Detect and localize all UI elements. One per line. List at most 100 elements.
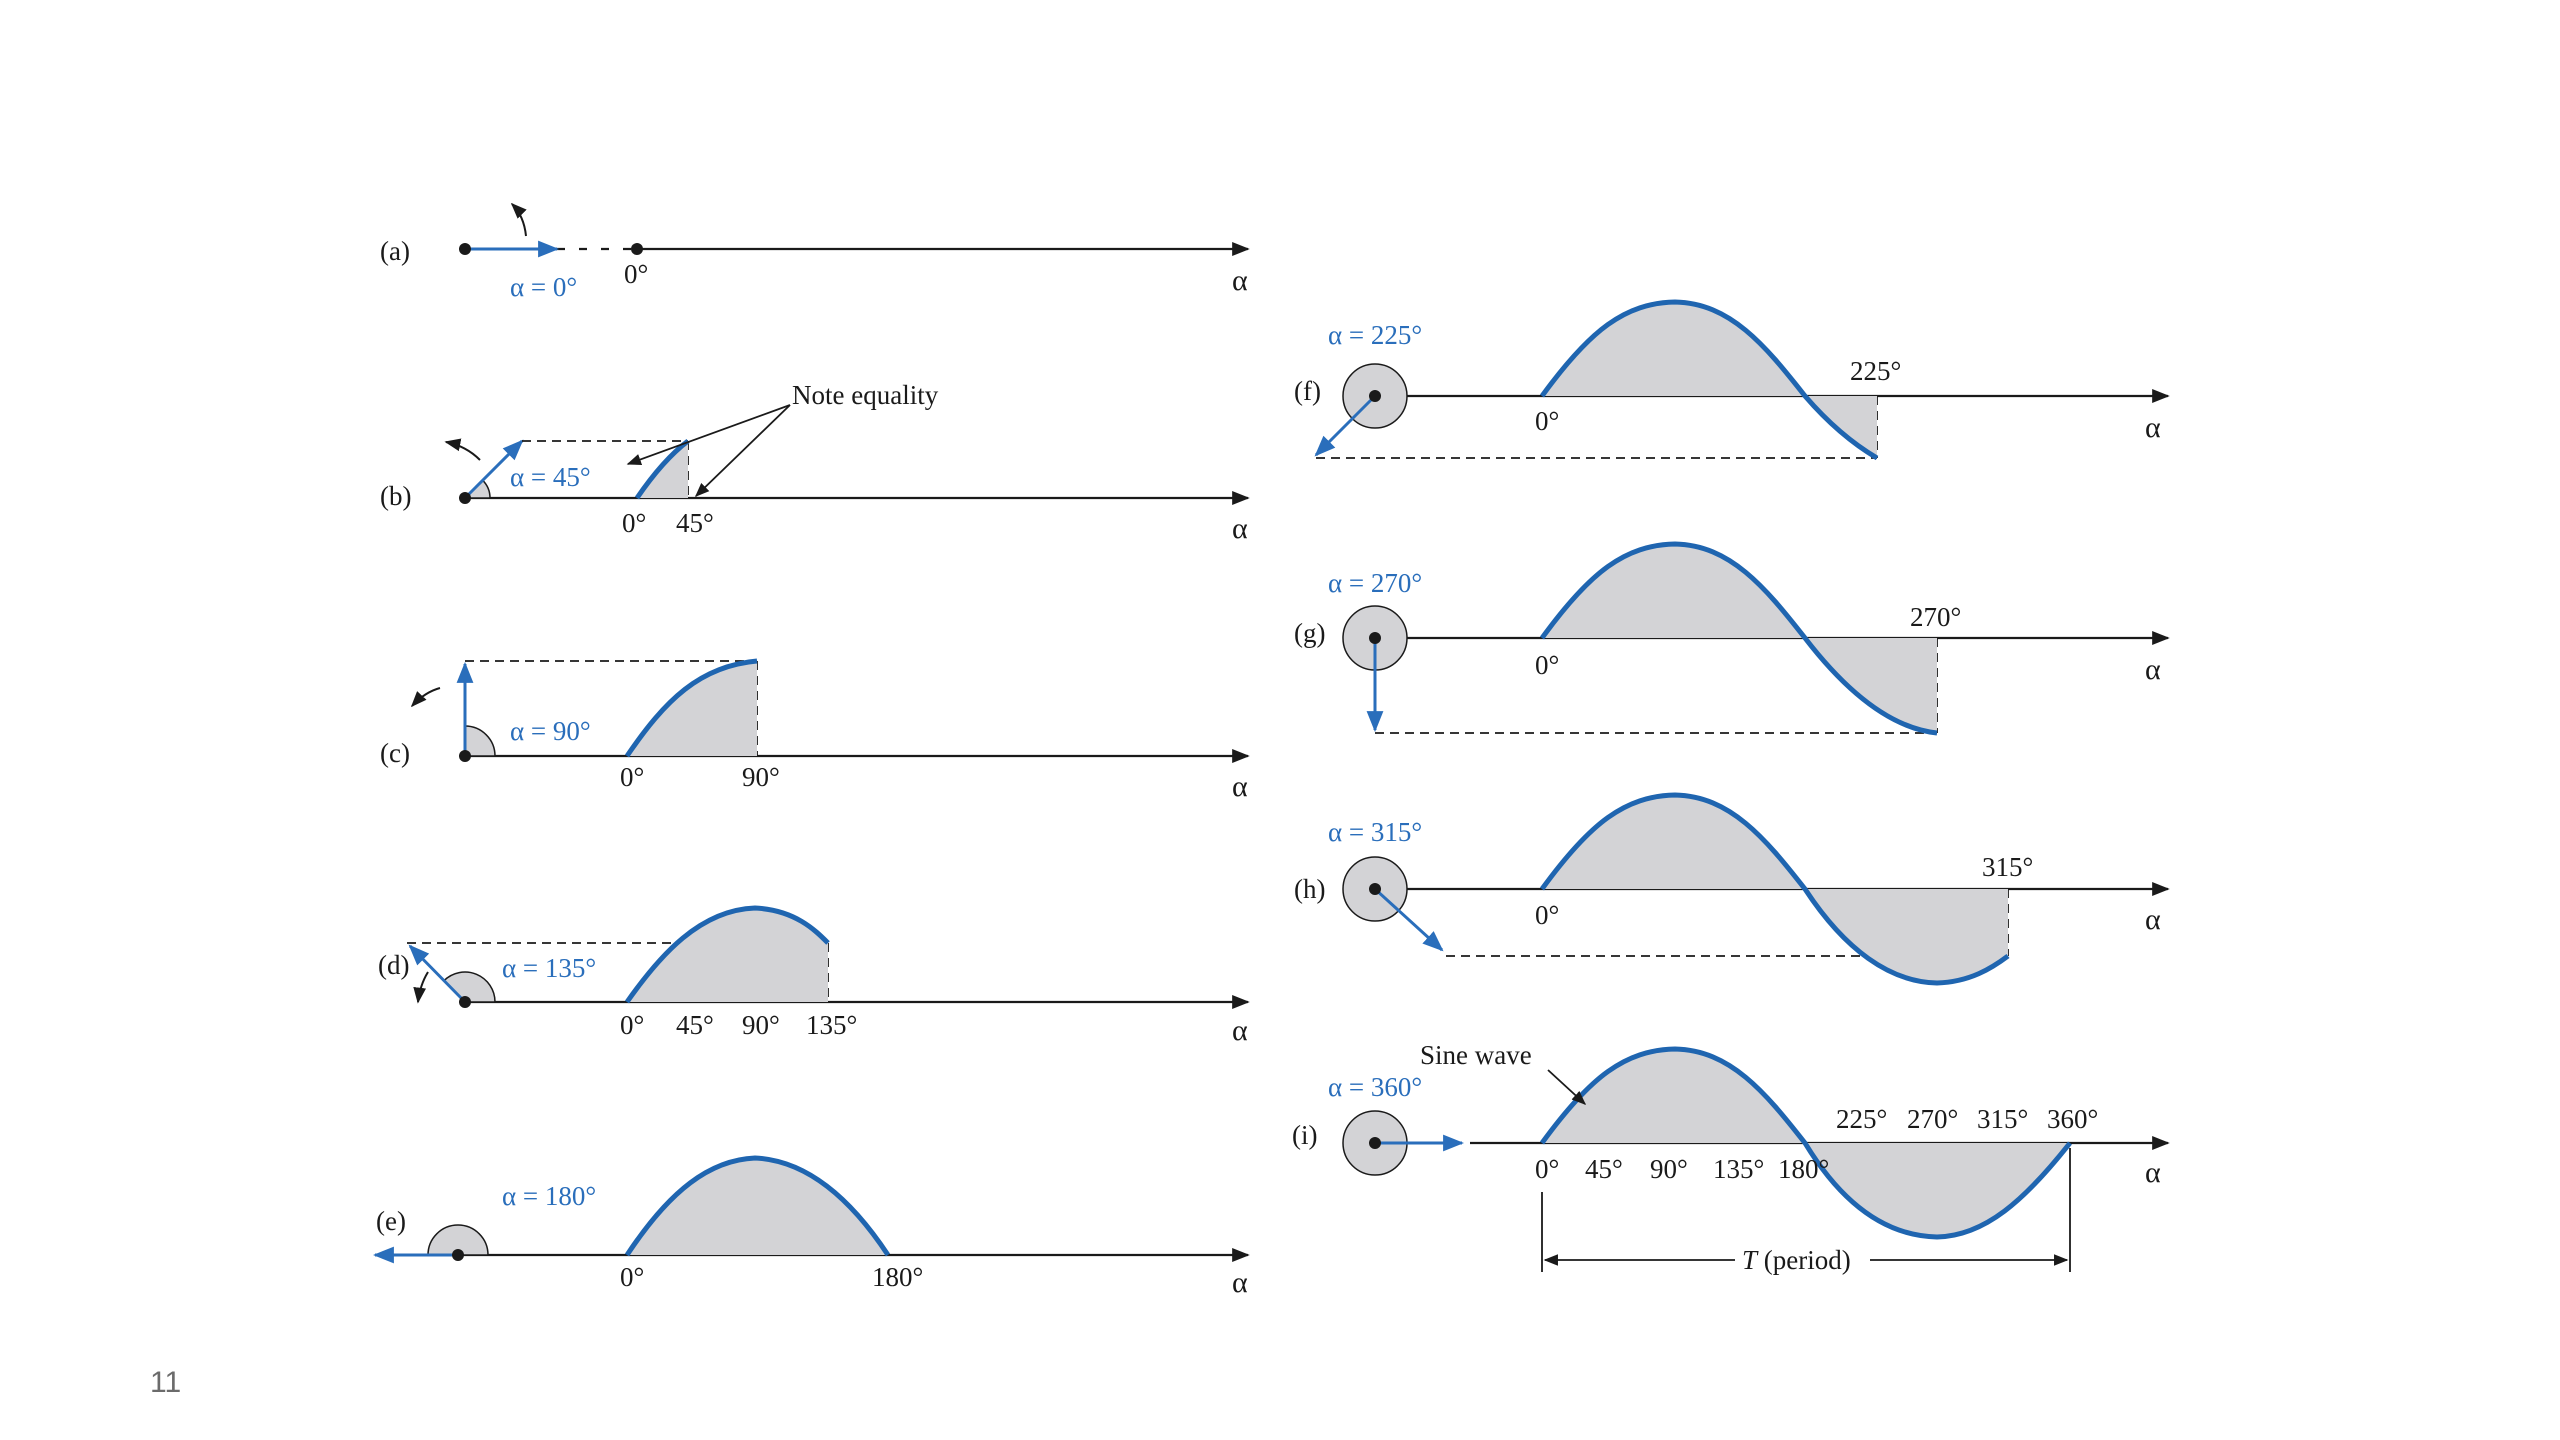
- wave-fill-negative: [1805, 638, 1937, 733]
- note-arrow-wave: [694, 404, 791, 498]
- angle-arc: [464, 725, 496, 757]
- pivot-point: [1369, 883, 1381, 895]
- panel-d: (d) α = 135° 0° 45° 90° 135° α: [378, 905, 1250, 1047]
- panel-f: (f) α = 225° 0° 225° α: [1294, 299, 2170, 461]
- angle-arc: [442, 971, 496, 1003]
- angle-label: α = 270°: [1328, 568, 1422, 598]
- sine-wave-pointer: [1547, 1069, 1587, 1105]
- tick-label-0: 0°: [1535, 406, 1559, 436]
- axis-symbol: α: [1232, 770, 1248, 803]
- tick-label-0: 0°: [1535, 900, 1559, 930]
- rotation-arrow-icon: [413, 971, 429, 1004]
- wave-fill: [627, 908, 828, 1002]
- tick-label-90: 90°: [742, 762, 780, 792]
- panel-label: (e): [376, 1206, 406, 1236]
- rotation-arrow-icon: [444, 438, 481, 461]
- tick-label-225: 225°: [1836, 1104, 1887, 1134]
- angle-arc: [427, 1224, 489, 1256]
- tick-label-360: 360°: [2047, 1104, 2098, 1134]
- panel-h: (h) α = 315° 0° 315° α: [1294, 792, 2170, 986]
- angle-label: α = 90°: [510, 716, 591, 746]
- note-equality-label: Note equality: [792, 380, 939, 410]
- pivot-point: [459, 492, 471, 504]
- pivot-point: [1369, 632, 1381, 644]
- tick-label-270: 270°: [1910, 602, 1961, 632]
- panel-i: (i) α = 360° Sine wave 0° 45° 90° 135° 1…: [1292, 1040, 2170, 1275]
- tick-label-135: 135°: [806, 1010, 857, 1040]
- pivot-point: [459, 243, 471, 255]
- period-label: T (period): [1742, 1245, 1851, 1275]
- sine-curve: [1539, 792, 2010, 986]
- tick-label-0: 0°: [620, 762, 644, 792]
- tick-label-270: 270°: [1907, 1104, 1958, 1134]
- axis-symbol: α: [2145, 1156, 2161, 1189]
- tick-label-0: 0°: [624, 259, 648, 289]
- sine-curve: [624, 905, 830, 1004]
- sine-curve: [624, 658, 758, 758]
- tick-label-180: 180°: [872, 1262, 923, 1292]
- wave-fill-negative: [1805, 889, 2008, 983]
- axis-symbol: α: [2145, 653, 2161, 686]
- angle-label: α = 135°: [502, 953, 596, 983]
- angle-label: α = 360°: [1328, 1072, 1422, 1102]
- pivot-point: [1369, 390, 1381, 402]
- page-number: 11: [150, 1366, 182, 1399]
- axis-symbol: α: [1232, 1014, 1248, 1047]
- angle-label: α = 180°: [502, 1181, 596, 1211]
- wave-fill-negative: [1805, 396, 1877, 458]
- panel-label: (f): [1294, 376, 1321, 406]
- tick-label-0: 0°: [1535, 1154, 1559, 1184]
- axis-symbol: α: [2145, 903, 2161, 936]
- panel-label: (d): [378, 950, 409, 980]
- sine-curve: [1539, 1046, 2072, 1240]
- axis-symbol: α: [2145, 411, 2161, 444]
- panel-label: (h): [1294, 874, 1325, 904]
- pivot-point: [459, 750, 471, 762]
- rotation-arrow-icon: [410, 687, 441, 708]
- period-text: (period): [1757, 1245, 1851, 1275]
- pivot-point: [459, 996, 471, 1008]
- panel-label: (c): [380, 738, 410, 768]
- angle-label: α = 45°: [510, 462, 591, 492]
- angle-label: α = 0°: [510, 272, 577, 302]
- axis-symbol: α: [1232, 512, 1248, 545]
- wave-fill: [627, 661, 757, 756]
- angle-label: α = 225°: [1328, 320, 1422, 350]
- panel-label: (a): [380, 236, 410, 266]
- period-symbol: T: [1742, 1245, 1759, 1275]
- rotating-vector: [1314, 394, 1377, 457]
- tick-label-0: 0°: [620, 1262, 644, 1292]
- pivot-point: [1369, 1137, 1381, 1149]
- rotating-vector: [1373, 887, 1444, 952]
- tick-label-0: 0°: [620, 1010, 644, 1040]
- panel-b: (b) α = 45° Note equality 0° 45° α: [380, 380, 1250, 545]
- rotating-vector: [408, 944, 467, 1004]
- panel-c: (c) α = 90° 0° 90° α: [380, 658, 1250, 803]
- tick-label-45: 45°: [676, 1010, 714, 1040]
- panel-e: (e) α = 180° 0° 180° α: [372, 1155, 1250, 1299]
- axis-symbol: α: [1232, 264, 1248, 297]
- tick-label-45: 45°: [1585, 1154, 1623, 1184]
- tick-label-135: 135°: [1713, 1154, 1764, 1184]
- sine-curve: [1539, 541, 1938, 736]
- sine-wave-label: Sine wave: [1420, 1040, 1532, 1070]
- tick-label-90: 90°: [742, 1010, 780, 1040]
- tick-label-0: 0°: [1535, 650, 1559, 680]
- tick-label-0: 0°: [622, 508, 646, 538]
- rotating-vector: [463, 439, 524, 500]
- angle-label: α = 315°: [1328, 817, 1422, 847]
- tick-label-315: 315°: [1982, 852, 2033, 882]
- sine-curve: [1539, 299, 1879, 461]
- rotation-arrow-icon: [510, 202, 527, 237]
- panel-a: (a) α = 0° 0° α: [380, 202, 1250, 302]
- note-arrow-vector: [626, 404, 791, 465]
- tick-label-315: 315°: [1977, 1104, 2028, 1134]
- tick-label-90: 90°: [1650, 1154, 1688, 1184]
- panel-label: (i): [1292, 1120, 1317, 1150]
- panel-label: (g): [1294, 618, 1325, 648]
- tick-label-225: 225°: [1850, 356, 1901, 386]
- pivot-point: [452, 1249, 464, 1261]
- sine-curve: [624, 1155, 891, 1257]
- panel-label: (b): [380, 481, 411, 511]
